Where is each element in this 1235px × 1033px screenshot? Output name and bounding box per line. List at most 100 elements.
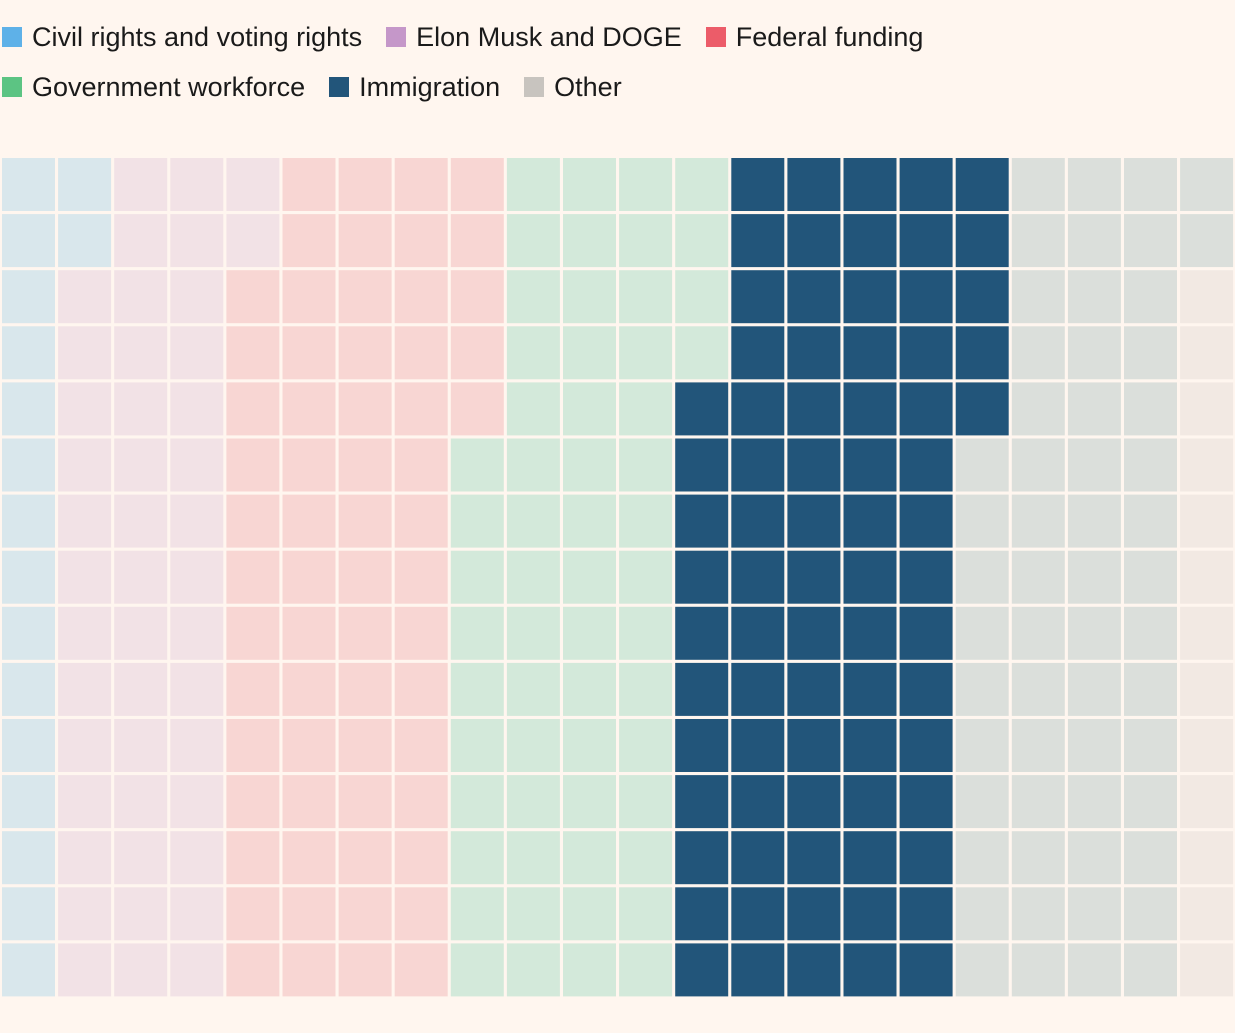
waffle-cell: [506, 270, 560, 324]
waffle-cell: [170, 382, 224, 436]
waffle-cell: [955, 550, 1009, 604]
waffle-cell: [675, 550, 729, 604]
waffle-cell: [731, 494, 785, 548]
waffle-cell: [955, 214, 1009, 268]
waffle-cell: [282, 550, 336, 604]
waffle-cell: [114, 494, 168, 548]
waffle-cell: [394, 214, 448, 268]
waffle-cell: [2, 494, 55, 548]
waffle-cell: [563, 214, 616, 268]
waffle-cell: [338, 831, 392, 885]
waffle-cell: [58, 494, 112, 548]
waffle-cell: [1180, 943, 1234, 997]
waffle-cell: [787, 662, 841, 716]
waffle-cell: [450, 438, 504, 492]
waffle-cell: [338, 158, 392, 211]
waffle-cell: [955, 887, 1009, 941]
waffle-cell: [731, 214, 785, 268]
waffle-cell: [787, 943, 841, 997]
waffle-cell: [226, 438, 280, 492]
waffle-cell: [226, 887, 280, 941]
waffle-cell: [563, 887, 616, 941]
waffle-cell: [2, 326, 55, 380]
waffle-cell: [787, 606, 841, 660]
waffle-cell: [1067, 943, 1121, 997]
waffle-cell: [787, 775, 841, 829]
waffle-cell: [843, 775, 897, 829]
waffle-cell: [843, 719, 897, 772]
waffle-cell: [619, 438, 673, 492]
waffle-cell: [1180, 887, 1234, 941]
waffle-cell: [843, 887, 897, 941]
waffle-cell: [2, 662, 55, 716]
waffle-cell: [226, 326, 280, 380]
waffle-cell: [1067, 662, 1121, 716]
waffle-cell: [506, 719, 560, 772]
waffle-cell: [1124, 494, 1177, 548]
waffle-cell: [731, 887, 785, 941]
waffle-cell: [2, 719, 55, 772]
legend-swatch-civil-rights: [2, 27, 22, 47]
waffle-cell: [282, 887, 336, 941]
waffle-cell: [1011, 775, 1065, 829]
waffle-cell: [731, 831, 785, 885]
waffle-cell: [1180, 662, 1234, 716]
waffle-cell: [58, 382, 112, 436]
waffle-cell: [899, 943, 953, 997]
waffle-cell: [394, 606, 448, 660]
waffle-cell: [563, 550, 616, 604]
waffle-cell: [506, 326, 560, 380]
waffle-cell: [675, 943, 729, 997]
waffle-cell: [1011, 494, 1065, 548]
waffle-cell: [675, 214, 729, 268]
waffle-cell: [563, 662, 616, 716]
waffle-cell: [282, 494, 336, 548]
waffle-cell: [58, 270, 112, 324]
waffle-cell: [1011, 438, 1065, 492]
waffle-cell: [619, 719, 673, 772]
waffle-cell: [338, 382, 392, 436]
waffle-cell: [226, 606, 280, 660]
waffle-cell: [955, 326, 1009, 380]
waffle-cell: [282, 158, 336, 211]
waffle-cell: [899, 550, 953, 604]
waffle-cell: [394, 326, 448, 380]
waffle-cell: [394, 438, 448, 492]
waffle-cell: [1124, 887, 1177, 941]
waffle-cell: [170, 606, 224, 660]
waffle-cell: [1011, 719, 1065, 772]
waffle-cell: [450, 158, 504, 211]
waffle-cell: [1124, 550, 1177, 604]
waffle-cell: [563, 831, 616, 885]
waffle-cell: [619, 606, 673, 660]
waffle-cell: [394, 270, 448, 324]
waffle-cell: [899, 719, 953, 772]
waffle-cell: [1124, 775, 1177, 829]
waffle-cell: [955, 494, 1009, 548]
waffle-cell: [787, 214, 841, 268]
waffle-cell: [1180, 382, 1234, 436]
waffle-cell: [899, 662, 953, 716]
waffle-cell: [1124, 270, 1177, 324]
waffle-cell: [619, 550, 673, 604]
waffle-cell: [899, 494, 953, 548]
waffle-cell: [114, 719, 168, 772]
waffle-cell: [170, 719, 224, 772]
waffle-cell: [282, 326, 336, 380]
waffle-cell: [787, 158, 841, 211]
waffle-cell: [114, 158, 168, 211]
waffle-cell: [563, 382, 616, 436]
waffle-cell: [731, 270, 785, 324]
legend-label-government-workforce: Government workforce: [32, 71, 306, 102]
waffle-cell: [619, 887, 673, 941]
waffle-cell: [170, 214, 224, 268]
waffle-cell: [58, 775, 112, 829]
waffle-cell: [170, 943, 224, 997]
waffle-cell: [226, 494, 280, 548]
waffle-cell: [450, 831, 504, 885]
waffle-cell: [394, 550, 448, 604]
waffle-cell: [1124, 943, 1177, 997]
waffle-cell: [1124, 662, 1177, 716]
waffle-cell: [114, 662, 168, 716]
waffle-cell: [563, 270, 616, 324]
